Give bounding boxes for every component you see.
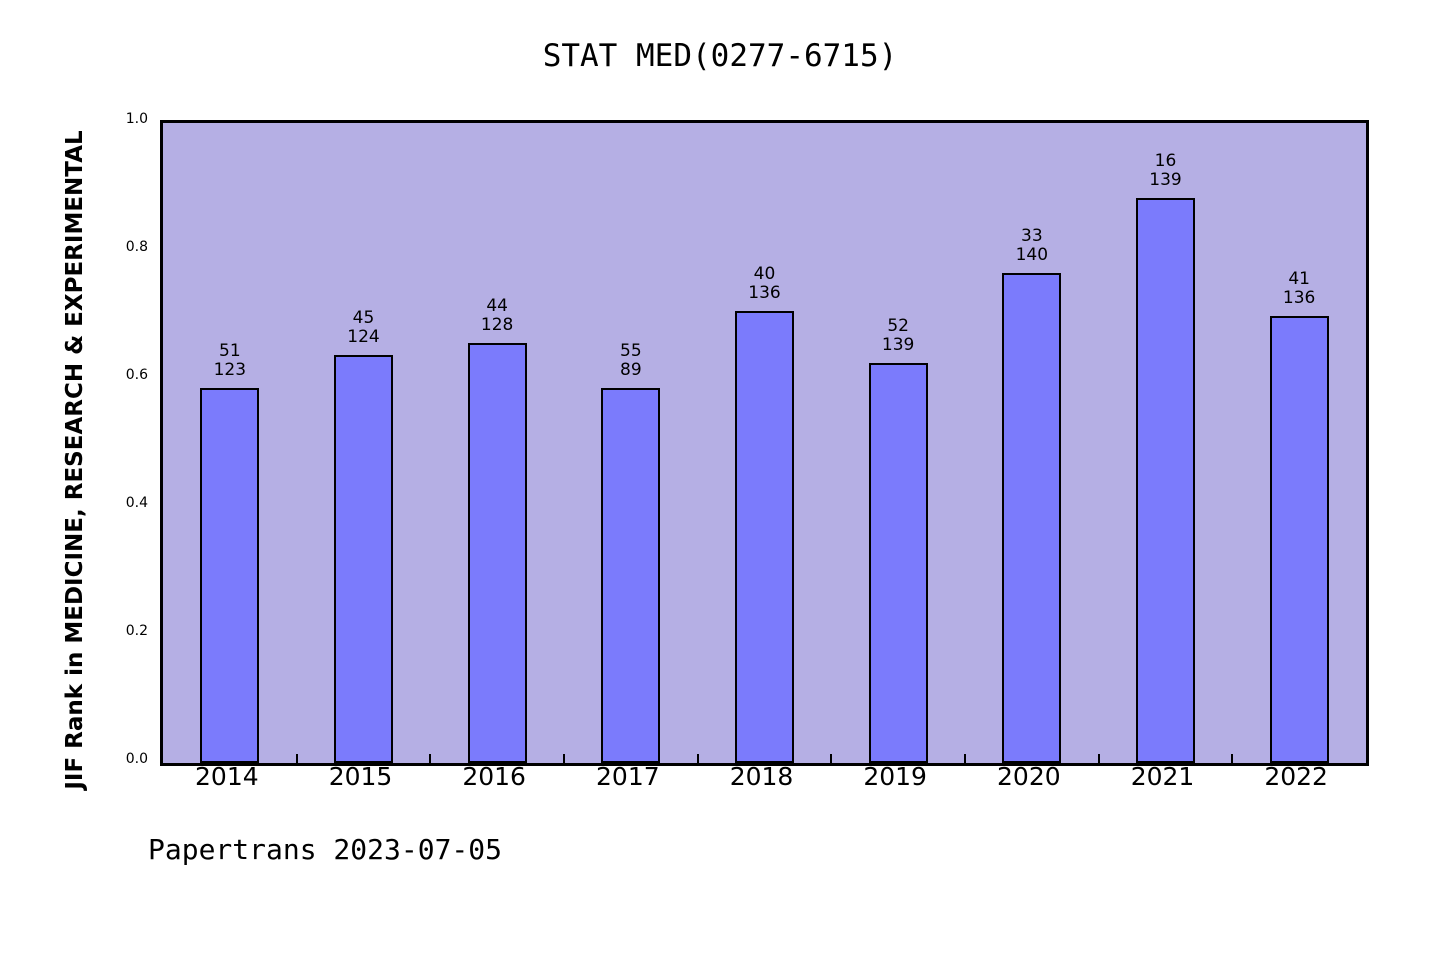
bar-total-value: 139 bbox=[881, 335, 915, 355]
y-axis-tick-label: 0.4 bbox=[125, 495, 148, 511]
bar-total-value: 124 bbox=[347, 327, 380, 348]
y-axis-tick-label: 1.0 bbox=[125, 111, 148, 127]
x-axis-tick-label: 2017 bbox=[596, 762, 660, 791]
bar-rank-value: 16 bbox=[1154, 150, 1177, 171]
bar bbox=[200, 387, 260, 763]
footer-note: Papertrans 2023-07-05 bbox=[148, 833, 503, 866]
bar bbox=[1136, 197, 1195, 763]
bar-rank-value: 45 bbox=[352, 308, 375, 329]
bar-value-label: 44 128 bbox=[437, 297, 557, 335]
bar-total-value: 140 bbox=[1015, 244, 1049, 265]
bar bbox=[334, 355, 393, 763]
bar bbox=[601, 387, 661, 763]
bar bbox=[868, 363, 928, 763]
bar-value-label: 52 139 bbox=[838, 317, 958, 355]
y-axis-tick-label: 0.2 bbox=[125, 623, 148, 639]
bar bbox=[1002, 272, 1062, 763]
bar bbox=[1269, 316, 1329, 763]
x-axis-tick-mark bbox=[1231, 754, 1234, 763]
bar-value-label: 45 124 bbox=[304, 309, 424, 347]
y-axis-label: JIF Rank in MEDICINE, RESEARCH & EXPERIM… bbox=[62, 130, 88, 790]
x-axis-tick-mark bbox=[696, 754, 699, 763]
x-axis-tick-label: 2020 bbox=[997, 762, 1061, 791]
bar-total-value: 89 bbox=[620, 359, 642, 380]
bar-rank-value: 33 bbox=[1021, 225, 1043, 246]
x-axis-tick-label: 2015 bbox=[328, 762, 393, 791]
x-axis-tick-mark bbox=[1097, 754, 1100, 763]
bar-rank-value: 40 bbox=[753, 264, 776, 285]
x-axis-tick-mark bbox=[295, 754, 298, 763]
x-axis-tick-mark bbox=[964, 754, 966, 763]
bar bbox=[467, 343, 527, 763]
bar-value-label: 55 89 bbox=[571, 340, 691, 380]
bar-value-label: 41 136 bbox=[1239, 270, 1359, 308]
bar-rank-value: 44 bbox=[486, 296, 508, 317]
bar-value-label: 33 140 bbox=[972, 225, 1092, 265]
x-axis-tick-label: 2021 bbox=[1130, 762, 1195, 791]
bar-value-label: 16 139 bbox=[1106, 150, 1226, 190]
bar-total-value: 136 bbox=[1282, 288, 1316, 309]
plot-area: 51 123 45 124 44 128 55 89 40 136 52 139 33 140 16 139 4… bbox=[160, 120, 1369, 766]
chart-title: STAT MED(0277-6715) bbox=[542, 38, 898, 74]
bar-rank-value: 55 bbox=[620, 340, 642, 361]
y-axis-tick-label: 0.6 bbox=[125, 367, 148, 383]
x-axis-tick-label: 2019 bbox=[863, 762, 927, 791]
x-axis-tick-label: 2022 bbox=[1264, 762, 1328, 791]
x-axis-tick-label: 2018 bbox=[729, 762, 794, 791]
y-axis-tick-label: 0.8 bbox=[125, 239, 148, 255]
bar-total-value: 139 bbox=[1149, 169, 1182, 190]
y-axis-label-container: JIF Rank in MEDICINE, RESEARCH & EXPERIM… bbox=[58, 120, 92, 800]
bar-rank-value: 51 bbox=[219, 340, 241, 361]
x-axis-tick-label: 2014 bbox=[195, 762, 259, 791]
bar bbox=[735, 311, 794, 763]
bar-rank-value: 52 bbox=[887, 316, 909, 336]
bar-total-value: 123 bbox=[213, 359, 247, 380]
bar-rank-value: 41 bbox=[1288, 269, 1310, 290]
y-axis-tick-label: 0.0 bbox=[125, 751, 148, 767]
x-axis-tick-mark bbox=[830, 754, 833, 763]
x-axis-tick-mark bbox=[563, 754, 565, 763]
bar-total-value: 128 bbox=[480, 315, 514, 336]
x-axis-tick-label: 2016 bbox=[462, 762, 526, 791]
bar-total-value: 136 bbox=[748, 283, 781, 304]
bar-value-label: 51 123 bbox=[170, 340, 290, 380]
x-axis-tick-mark bbox=[429, 754, 432, 763]
bar-value-label: 40 136 bbox=[705, 265, 825, 303]
